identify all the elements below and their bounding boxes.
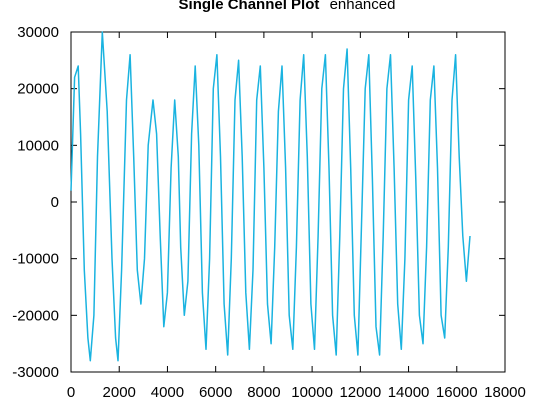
y-tick-label: -30000 [12,364,59,381]
x-axis-ticks: 0 2000 4000 6000 8000 10000 12000 14000 16000 180… [67,32,526,401]
x-tick-label: 18000 [484,384,526,401]
x-tick-label: 10000 [291,384,333,401]
x-tick-label: 4000 [151,384,184,401]
y-tick-label: -10000 [12,251,59,268]
plot-frame [70,31,506,373]
x-tick-label: 14000 [388,384,430,401]
series-layer [70,31,471,362]
title-text: Single Channel Plot [179,0,320,13]
series-line [70,31,471,362]
x-tick-label: 16000 [436,384,478,401]
y-tick-label: -20000 [12,307,59,324]
x-tick-label: 2000 [103,384,136,401]
x-tick-label: 8000 [247,384,280,401]
svg-text:Single Channel Plot enha: Single Channel Plot enhanced [179,0,396,13]
y-tick-label: 10000 [17,137,59,154]
subtitle-text: enhanced [330,0,396,13]
y-axis-ticks: -30000 -20000 -10000 0 10000 20000 30000 [12,24,505,381]
y-tick-label: 0 [51,194,59,211]
x-tick-label: 0 [67,384,75,401]
y-tick-label: 30000 [17,24,59,41]
chart-title: Single Channel Plot enhanced [179,0,396,13]
x-tick-label: 6000 [199,384,232,401]
x-tick-label: 12000 [339,384,381,401]
y-tick-label: 20000 [17,81,59,98]
